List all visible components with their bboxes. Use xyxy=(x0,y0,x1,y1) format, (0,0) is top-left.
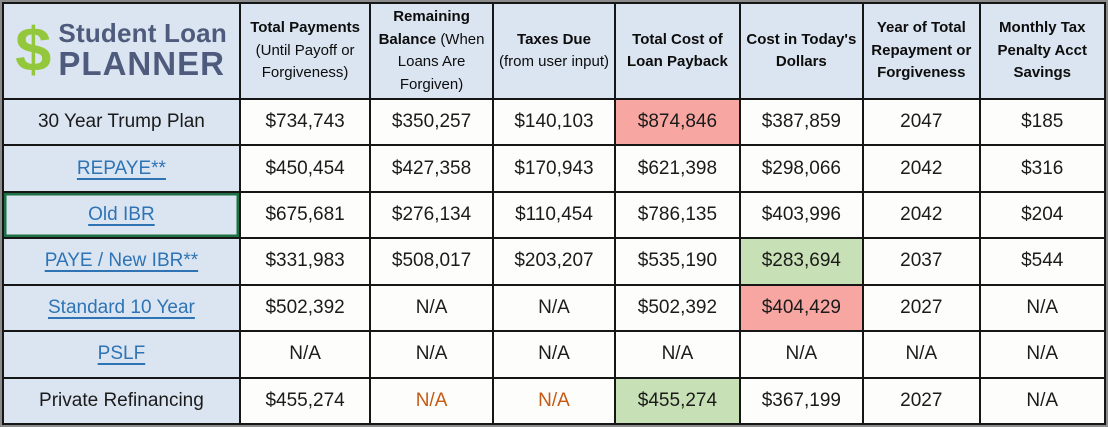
data-cell: 2027 xyxy=(862,376,981,425)
column-header-subtitle: (When Loans Are Forgiven) xyxy=(397,30,485,93)
data-cell: $283,694 xyxy=(738,237,865,286)
data-cell: $331,983 xyxy=(238,237,372,286)
data-cell: N/A xyxy=(614,330,741,379)
plan-link[interactable]: Standard 10 Year xyxy=(48,296,195,318)
plan-link[interactable]: PSLF xyxy=(97,343,146,365)
plan-label: Private Refinancing xyxy=(39,389,204,411)
column-header: Remaining Balance (When Loans Are Forgiv… xyxy=(369,2,494,100)
table-row: Old IBR $675,681 $276,134 $110,454 $786,135 $… xyxy=(2,190,1106,240)
column-header-subtitle: (from user input) xyxy=(498,53,609,70)
dollar-sign-icon: $ xyxy=(15,16,52,86)
data-cell: $455,274 xyxy=(614,376,741,425)
column-header: Cost in Today's Dollars xyxy=(738,2,865,100)
row-label-cell-selected: Old IBR xyxy=(2,190,241,240)
data-cell: N/A xyxy=(491,330,617,379)
data-cell: N/A xyxy=(491,376,617,425)
data-cell: $350,257 xyxy=(369,97,494,147)
data-cell: N/A xyxy=(369,330,494,379)
data-cell: $316 xyxy=(978,144,1106,193)
data-cell: $404,429 xyxy=(738,283,865,333)
column-header: Monthly Tax Penalty Acct Savings xyxy=(978,2,1106,100)
data-cell: N/A xyxy=(978,330,1106,379)
column-header-title: Cost in Today's Dollars xyxy=(746,30,857,71)
row-label-cell: Standard 10 Year xyxy=(2,283,241,333)
column-header: Total Payments (Until Payoff or Forgiven… xyxy=(238,2,372,100)
column-header-title: Taxes Due xyxy=(517,30,591,48)
column-header-title: Total Payments xyxy=(250,19,360,37)
data-cell: $502,392 xyxy=(238,283,372,333)
data-cell: N/A xyxy=(369,376,494,425)
data-cell: $544 xyxy=(978,237,1106,286)
data-cell: $734,743 xyxy=(238,97,372,147)
data-cell: $276,134 xyxy=(369,190,494,240)
data-cell: $185 xyxy=(978,97,1106,147)
column-header: Year of Total Repayment or Forgiveness xyxy=(862,2,981,100)
column-header-title: Year of Total Repayment or Forgiveness xyxy=(871,19,972,82)
plan-label: 30 Year Trump Plan xyxy=(37,111,205,133)
table-row: Standard 10 Year $502,392 N/A N/A $502,392 $4… xyxy=(2,283,1106,333)
data-cell: $786,135 xyxy=(614,190,741,240)
data-cell: $502,392 xyxy=(614,283,741,333)
table-row: Private Refinancing $455,274 N/A N/A $455,27… xyxy=(2,376,1106,425)
data-cell: 2042 xyxy=(862,144,981,193)
column-header: Total Cost of Loan Payback xyxy=(614,2,741,100)
table-row: REPAYE** $450,454 $427,358 $170,943 $621,398… xyxy=(2,144,1106,193)
data-cell: $140,103 xyxy=(491,97,617,147)
data-cell: $621,398 xyxy=(614,144,741,193)
table-row: PAYE / New IBR** $331,983 $508,017 $203,207… xyxy=(2,237,1106,286)
data-cell: $298,066 xyxy=(738,144,865,193)
table-row: PSLF N/A N/A N/A N/A N/A N/A N/A xyxy=(2,330,1106,379)
table-row: 30 Year Trump Plan $734,743 $350,257 $140,1… xyxy=(2,97,1106,147)
row-label-cell: 30 Year Trump Plan xyxy=(2,97,241,147)
data-cell: $508,017 xyxy=(369,237,494,286)
data-cell: $874,846 xyxy=(614,97,741,147)
data-cell: $203,207 xyxy=(491,237,617,286)
data-cell: N/A xyxy=(738,330,865,379)
column-header: Taxes Due (from user input) xyxy=(491,2,617,100)
data-cell: N/A xyxy=(978,376,1106,425)
data-cell: 2047 xyxy=(862,97,981,147)
data-cell: $403,996 xyxy=(738,190,865,240)
column-header-title: Remaining Balance xyxy=(378,8,470,48)
row-label-cell: PSLF xyxy=(2,330,241,379)
data-cell: 2037 xyxy=(862,237,981,286)
data-cell: $427,358 xyxy=(369,144,494,193)
data-cell: N/A xyxy=(978,283,1106,333)
data-cell: $450,454 xyxy=(238,144,372,193)
data-cell: $367,199 xyxy=(738,376,865,425)
plan-link[interactable]: Old IBR xyxy=(88,204,155,226)
data-cell: $110,454 xyxy=(491,190,617,240)
data-cell: $170,943 xyxy=(491,144,617,193)
logo-cell: $ Student Loan PLANNER xyxy=(2,2,241,100)
column-header-subtitle: (Until Payoff or Forgiveness) xyxy=(255,41,355,82)
data-cell: 2027 xyxy=(862,283,981,333)
plan-link[interactable]: PAYE / New IBR** xyxy=(44,250,199,272)
row-label-cell: PAYE / New IBR** xyxy=(2,237,241,286)
column-header-title: Total Cost of Loan Payback xyxy=(626,30,728,71)
data-cell: $675,681 xyxy=(238,190,372,240)
data-cell: N/A xyxy=(238,330,372,379)
logo-line1: Student Loan xyxy=(58,18,227,49)
row-label-cell: Private Refinancing xyxy=(2,376,241,425)
logo-line2: PLANNER xyxy=(58,45,225,83)
data-cell: N/A xyxy=(862,330,981,379)
data-cell: $455,274 xyxy=(238,376,372,425)
data-cell: $535,190 xyxy=(614,237,741,286)
data-cell: N/A xyxy=(491,283,617,333)
student-loan-planner-logo: $ Student Loan PLANNER xyxy=(5,16,238,86)
plan-link[interactable]: REPAYE** xyxy=(76,157,166,179)
data-cell: N/A xyxy=(369,283,494,333)
header-row: $ Student Loan PLANNER Total Payments (U… xyxy=(2,2,1106,100)
data-cell: $387,859 xyxy=(738,97,865,147)
data-cell: 2042 xyxy=(862,190,981,240)
row-label-cell: REPAYE** xyxy=(2,144,241,193)
data-cell: $204 xyxy=(978,190,1106,240)
column-header-title: Monthly Tax Penalty Acct Savings xyxy=(997,19,1087,82)
